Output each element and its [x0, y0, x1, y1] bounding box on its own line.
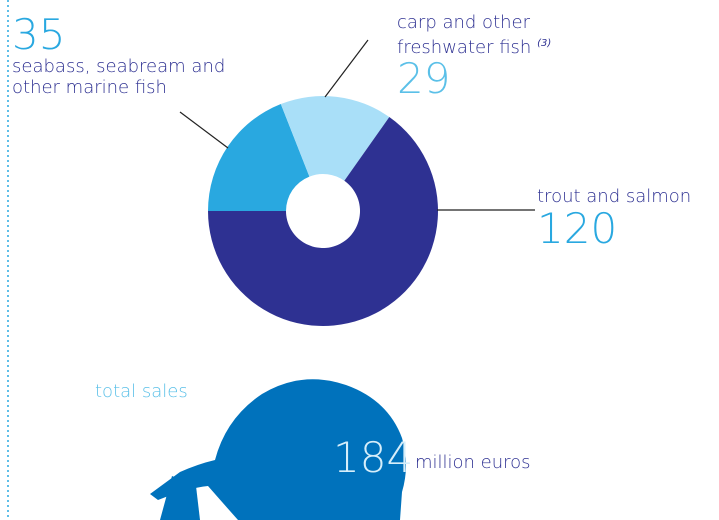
total-unit: million euros: [415, 452, 531, 473]
infographic: 35 seabass, seabream and other marine fi…: [0, 0, 719, 520]
value-label: 120: [537, 208, 617, 250]
total-label: total sales: [95, 381, 188, 402]
category-label: carp and other freshwater fish (3): [397, 12, 551, 58]
leader-line: [180, 112, 228, 148]
leader-line: [325, 40, 368, 97]
category-label: seabass, seabream and other marine fish: [12, 56, 225, 98]
value-label: 35: [12, 14, 65, 56]
category-text: carp and other freshwater fish: [397, 12, 531, 58]
total-value: 184: [333, 437, 413, 479]
footnote: (3): [537, 38, 551, 49]
value-label: 29: [397, 58, 450, 100]
